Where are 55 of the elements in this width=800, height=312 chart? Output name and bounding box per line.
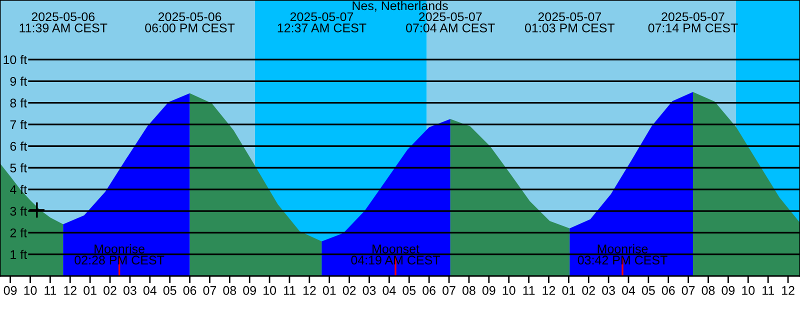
x-tick-label: 10 <box>742 286 755 295</box>
x-tick-label: 08 <box>223 286 236 295</box>
x-tick-label: 03 <box>123 286 136 295</box>
x-tick-label: 11 <box>44 286 56 295</box>
y-tick-label: 1 ft <box>10 250 27 259</box>
x-tick-label: 12 <box>64 286 76 295</box>
x-tick-label: 12 <box>542 286 556 295</box>
x-tick-label: 07 <box>442 286 456 295</box>
x-tick-label: 07 <box>682 286 695 295</box>
x-tick-label: 11 <box>523 286 535 295</box>
x-tick-label: 06 <box>183 286 196 295</box>
x-tick-label: 07 <box>203 286 216 295</box>
x-tick-label: 10 <box>502 286 516 295</box>
x-tick-label: 06 <box>422 286 436 295</box>
y-tick-label: 3 ft <box>10 206 27 216</box>
annotation: 2025-05-06 11:39 AM CEST <box>20 12 108 32</box>
x-tick-label: 09 <box>482 286 496 295</box>
x-tick-label: 11 <box>284 286 296 295</box>
x-tick-label: 06 <box>662 286 675 295</box>
y-tick-label: 7 ft <box>10 120 27 130</box>
x-tick-label: 03 <box>602 286 615 295</box>
y-tick-label: 4 ft <box>10 184 27 194</box>
x-tick-label: 08 <box>702 286 715 295</box>
y-tick-label: 2 ft <box>10 228 27 238</box>
annotation: 2025-05-06 06:00 PM CEST <box>145 12 235 32</box>
y-tick-label: 9 ft <box>10 76 27 86</box>
annotation: 2025-05-07 12:37 AM CEST <box>278 12 366 32</box>
x-tick-label: 05 <box>163 286 176 295</box>
x-tick-label: 04 <box>382 286 396 295</box>
x-tick-label: 08 <box>462 286 476 295</box>
x-tick-label: 12 <box>303 286 316 295</box>
x-tick-label: 04 <box>143 286 156 295</box>
x-tick-label: 10 <box>264 286 276 295</box>
x-tick-label: 10 <box>24 286 37 295</box>
y-tick-label: 5 ft <box>10 163 27 172</box>
x-tick-label: 05 <box>642 286 655 295</box>
x-tick-label: 04 <box>622 286 636 295</box>
x-tick-label: 09 <box>722 286 735 295</box>
x-tick-label: 02 <box>582 286 595 295</box>
chart-title: Nes, Netherlands <box>352 1 448 12</box>
x-tick-label: 12 <box>782 286 794 295</box>
y-tick-label: 8 ft <box>10 98 27 108</box>
x-tick-label: 02 <box>342 286 356 295</box>
x-tick-label: 11 <box>762 286 774 295</box>
x-tick-label: 02 <box>104 286 116 295</box>
y-tick-label: 10 ft <box>4 55 27 64</box>
x-tick-label: 09 <box>4 286 17 295</box>
annotation: 2025-05-07 01:03 PM CEST <box>525 12 615 32</box>
x-tick-label: 01 <box>562 286 576 295</box>
x-tick-label: 09 <box>243 286 256 295</box>
x-tick-label: 01 <box>84 286 96 295</box>
x-tick-label: 01 <box>322 286 336 295</box>
x-tick-label: 05 <box>402 286 416 295</box>
x-tick-label: 03 <box>362 286 376 295</box>
y-tick-label: 6 ft <box>10 142 27 151</box>
